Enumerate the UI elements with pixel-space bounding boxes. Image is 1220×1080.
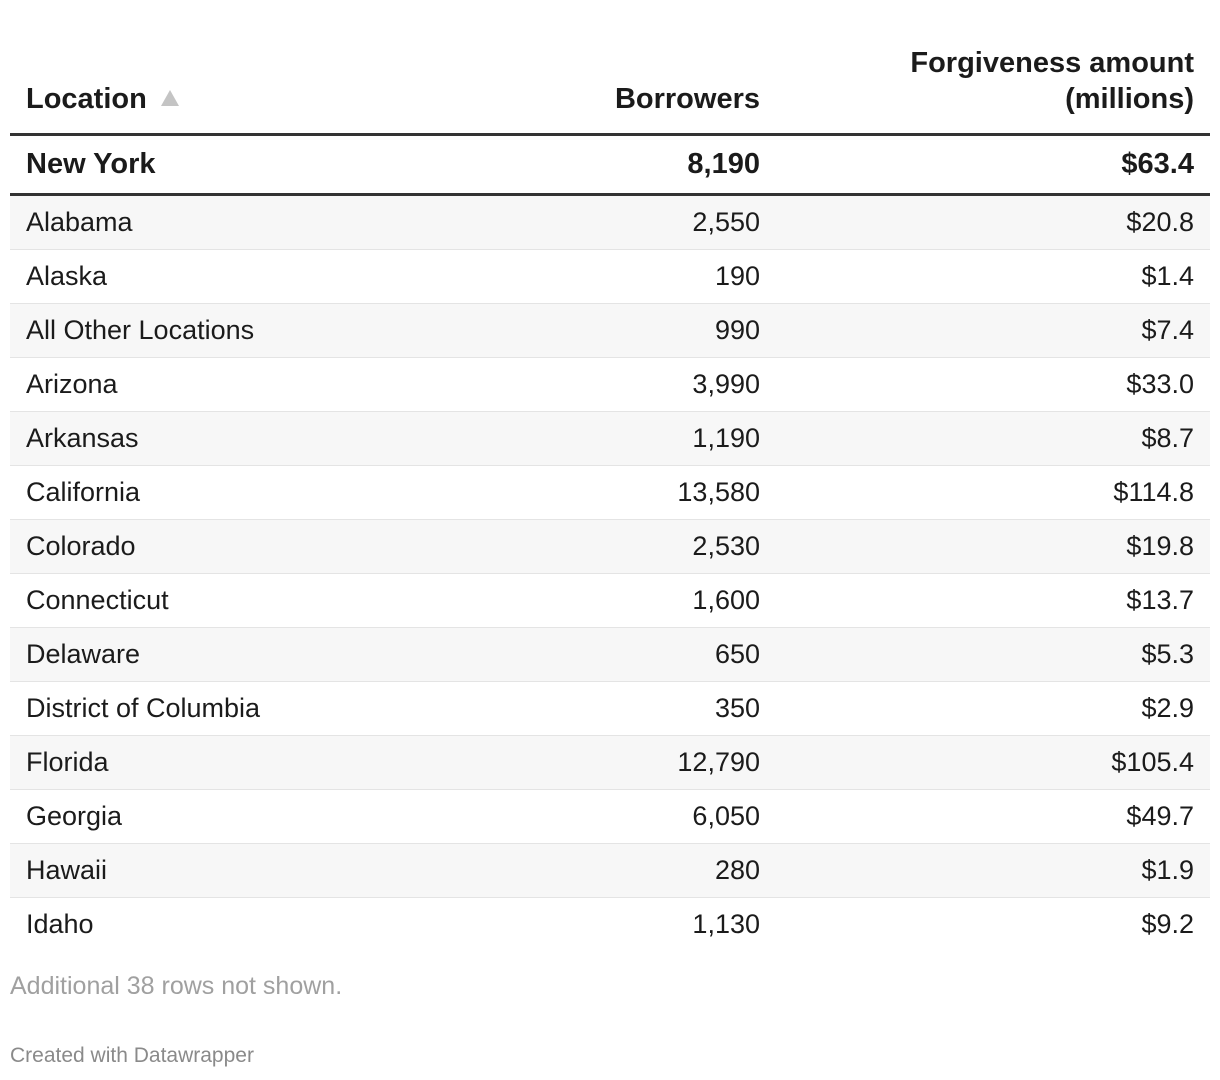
highlighted-row-borrowers: 8,190 bbox=[687, 148, 760, 180]
table-row: Idaho 1,130 $9.2 bbox=[10, 898, 1210, 951]
row-amount: $33.0 bbox=[1126, 369, 1194, 399]
column-header-borrowers[interactable]: Borrowers bbox=[614, 83, 760, 115]
row-amount: $19.8 bbox=[1126, 531, 1194, 561]
row-location: Arkansas bbox=[26, 423, 139, 453]
row-borrowers: 2,530 bbox=[692, 531, 760, 561]
row-location: Colorado bbox=[26, 531, 136, 561]
row-amount: $1.4 bbox=[1141, 261, 1194, 291]
table-row: Georgia 6,050 $49.7 bbox=[10, 790, 1210, 844]
row-location: California bbox=[26, 477, 141, 507]
row-borrowers: 3,990 bbox=[692, 369, 760, 399]
table-row: Arkansas 1,190 $8.7 bbox=[10, 412, 1210, 466]
row-amount: $13.7 bbox=[1126, 585, 1194, 615]
row-location: Idaho bbox=[26, 909, 94, 939]
row-amount: $114.8 bbox=[1113, 477, 1194, 507]
row-borrowers: 2,550 bbox=[692, 207, 760, 237]
row-location: Delaware bbox=[26, 639, 141, 669]
sort-ascending-icon[interactable] bbox=[160, 90, 179, 106]
rows-not-shown-note: Additional 38 rows not shown. bbox=[10, 972, 343, 1000]
row-location: Arizona bbox=[26, 369, 118, 399]
row-location: Alaska bbox=[26, 261, 108, 291]
data-table: Location Borrowers Forgiveness amount (m… bbox=[10, 0, 1210, 951]
column-header-location[interactable]: Location bbox=[26, 81, 179, 117]
highlighted-row-amount: $63.4 bbox=[1121, 148, 1194, 180]
column-header-forgiveness-amount[interactable]: Forgiveness amount (millions) bbox=[910, 47, 1194, 115]
row-borrowers: 13,580 bbox=[677, 477, 760, 507]
row-location: Hawaii bbox=[26, 855, 108, 885]
row-amount: $7.4 bbox=[1141, 315, 1194, 345]
row-location: Connecticut bbox=[26, 585, 169, 615]
table-row: Arizona 3,990 $33.0 bbox=[10, 358, 1210, 412]
table-row: California 13,580 $114.8 bbox=[10, 466, 1210, 520]
row-location: Alabama bbox=[26, 207, 133, 237]
row-amount: $1.9 bbox=[1141, 855, 1194, 885]
table-row: Delaware 650 $5.3 bbox=[10, 628, 1210, 682]
column-header-location-label: Location bbox=[26, 83, 147, 115]
table-row: Alaska 190 $1.4 bbox=[10, 250, 1210, 304]
row-location: Florida bbox=[26, 747, 109, 777]
table-body: Alabama 2,550 $20.8 Alaska 190 $1.4 All Other … bbox=[10, 196, 1210, 951]
highlighted-row: New York 8,190 $63.4 bbox=[10, 136, 1210, 196]
row-amount: $9.2 bbox=[1141, 909, 1194, 939]
row-amount: $105.4 bbox=[1111, 747, 1194, 777]
row-borrowers: 280 bbox=[714, 855, 760, 885]
row-location: District of Columbia bbox=[26, 693, 261, 723]
table-row: Colorado 2,530 $19.8 bbox=[10, 520, 1210, 574]
row-borrowers: 1,190 bbox=[692, 423, 760, 453]
table-row: District of Columbia 350 $2.9 bbox=[10, 682, 1210, 736]
row-borrowers: 650 bbox=[714, 639, 760, 669]
row-location: Georgia bbox=[26, 801, 123, 831]
row-borrowers: 12,790 bbox=[677, 747, 760, 777]
table-row: Connecticut 1,600 $13.7 bbox=[10, 574, 1210, 628]
row-amount: $8.7 bbox=[1141, 423, 1194, 453]
row-amount: $5.3 bbox=[1141, 639, 1194, 669]
row-borrowers: 1,600 bbox=[692, 585, 760, 615]
table-row: All Other Locations 990 $7.4 bbox=[10, 304, 1210, 358]
row-borrowers: 990 bbox=[714, 315, 760, 345]
row-location: All Other Locations bbox=[26, 315, 255, 345]
table-row: Alabama 2,550 $20.8 bbox=[10, 196, 1210, 250]
row-borrowers: 350 bbox=[714, 693, 760, 723]
row-amount: $2.9 bbox=[1141, 693, 1194, 723]
row-amount: $20.8 bbox=[1126, 207, 1194, 237]
highlighted-row-location: New York bbox=[26, 148, 156, 180]
table-row: Hawaii 280 $1.9 bbox=[10, 844, 1210, 898]
row-borrowers: 1,130 bbox=[692, 909, 760, 939]
table-row: Florida 12,790 $105.4 bbox=[10, 736, 1210, 790]
row-borrowers: 190 bbox=[714, 261, 760, 291]
datawrapper-credit: Created with Datawrapper bbox=[10, 1044, 254, 1067]
row-amount: $49.7 bbox=[1126, 801, 1194, 831]
table-header: Location Borrowers Forgiveness amount (m… bbox=[10, 0, 1210, 136]
row-borrowers: 6,050 bbox=[692, 801, 760, 831]
